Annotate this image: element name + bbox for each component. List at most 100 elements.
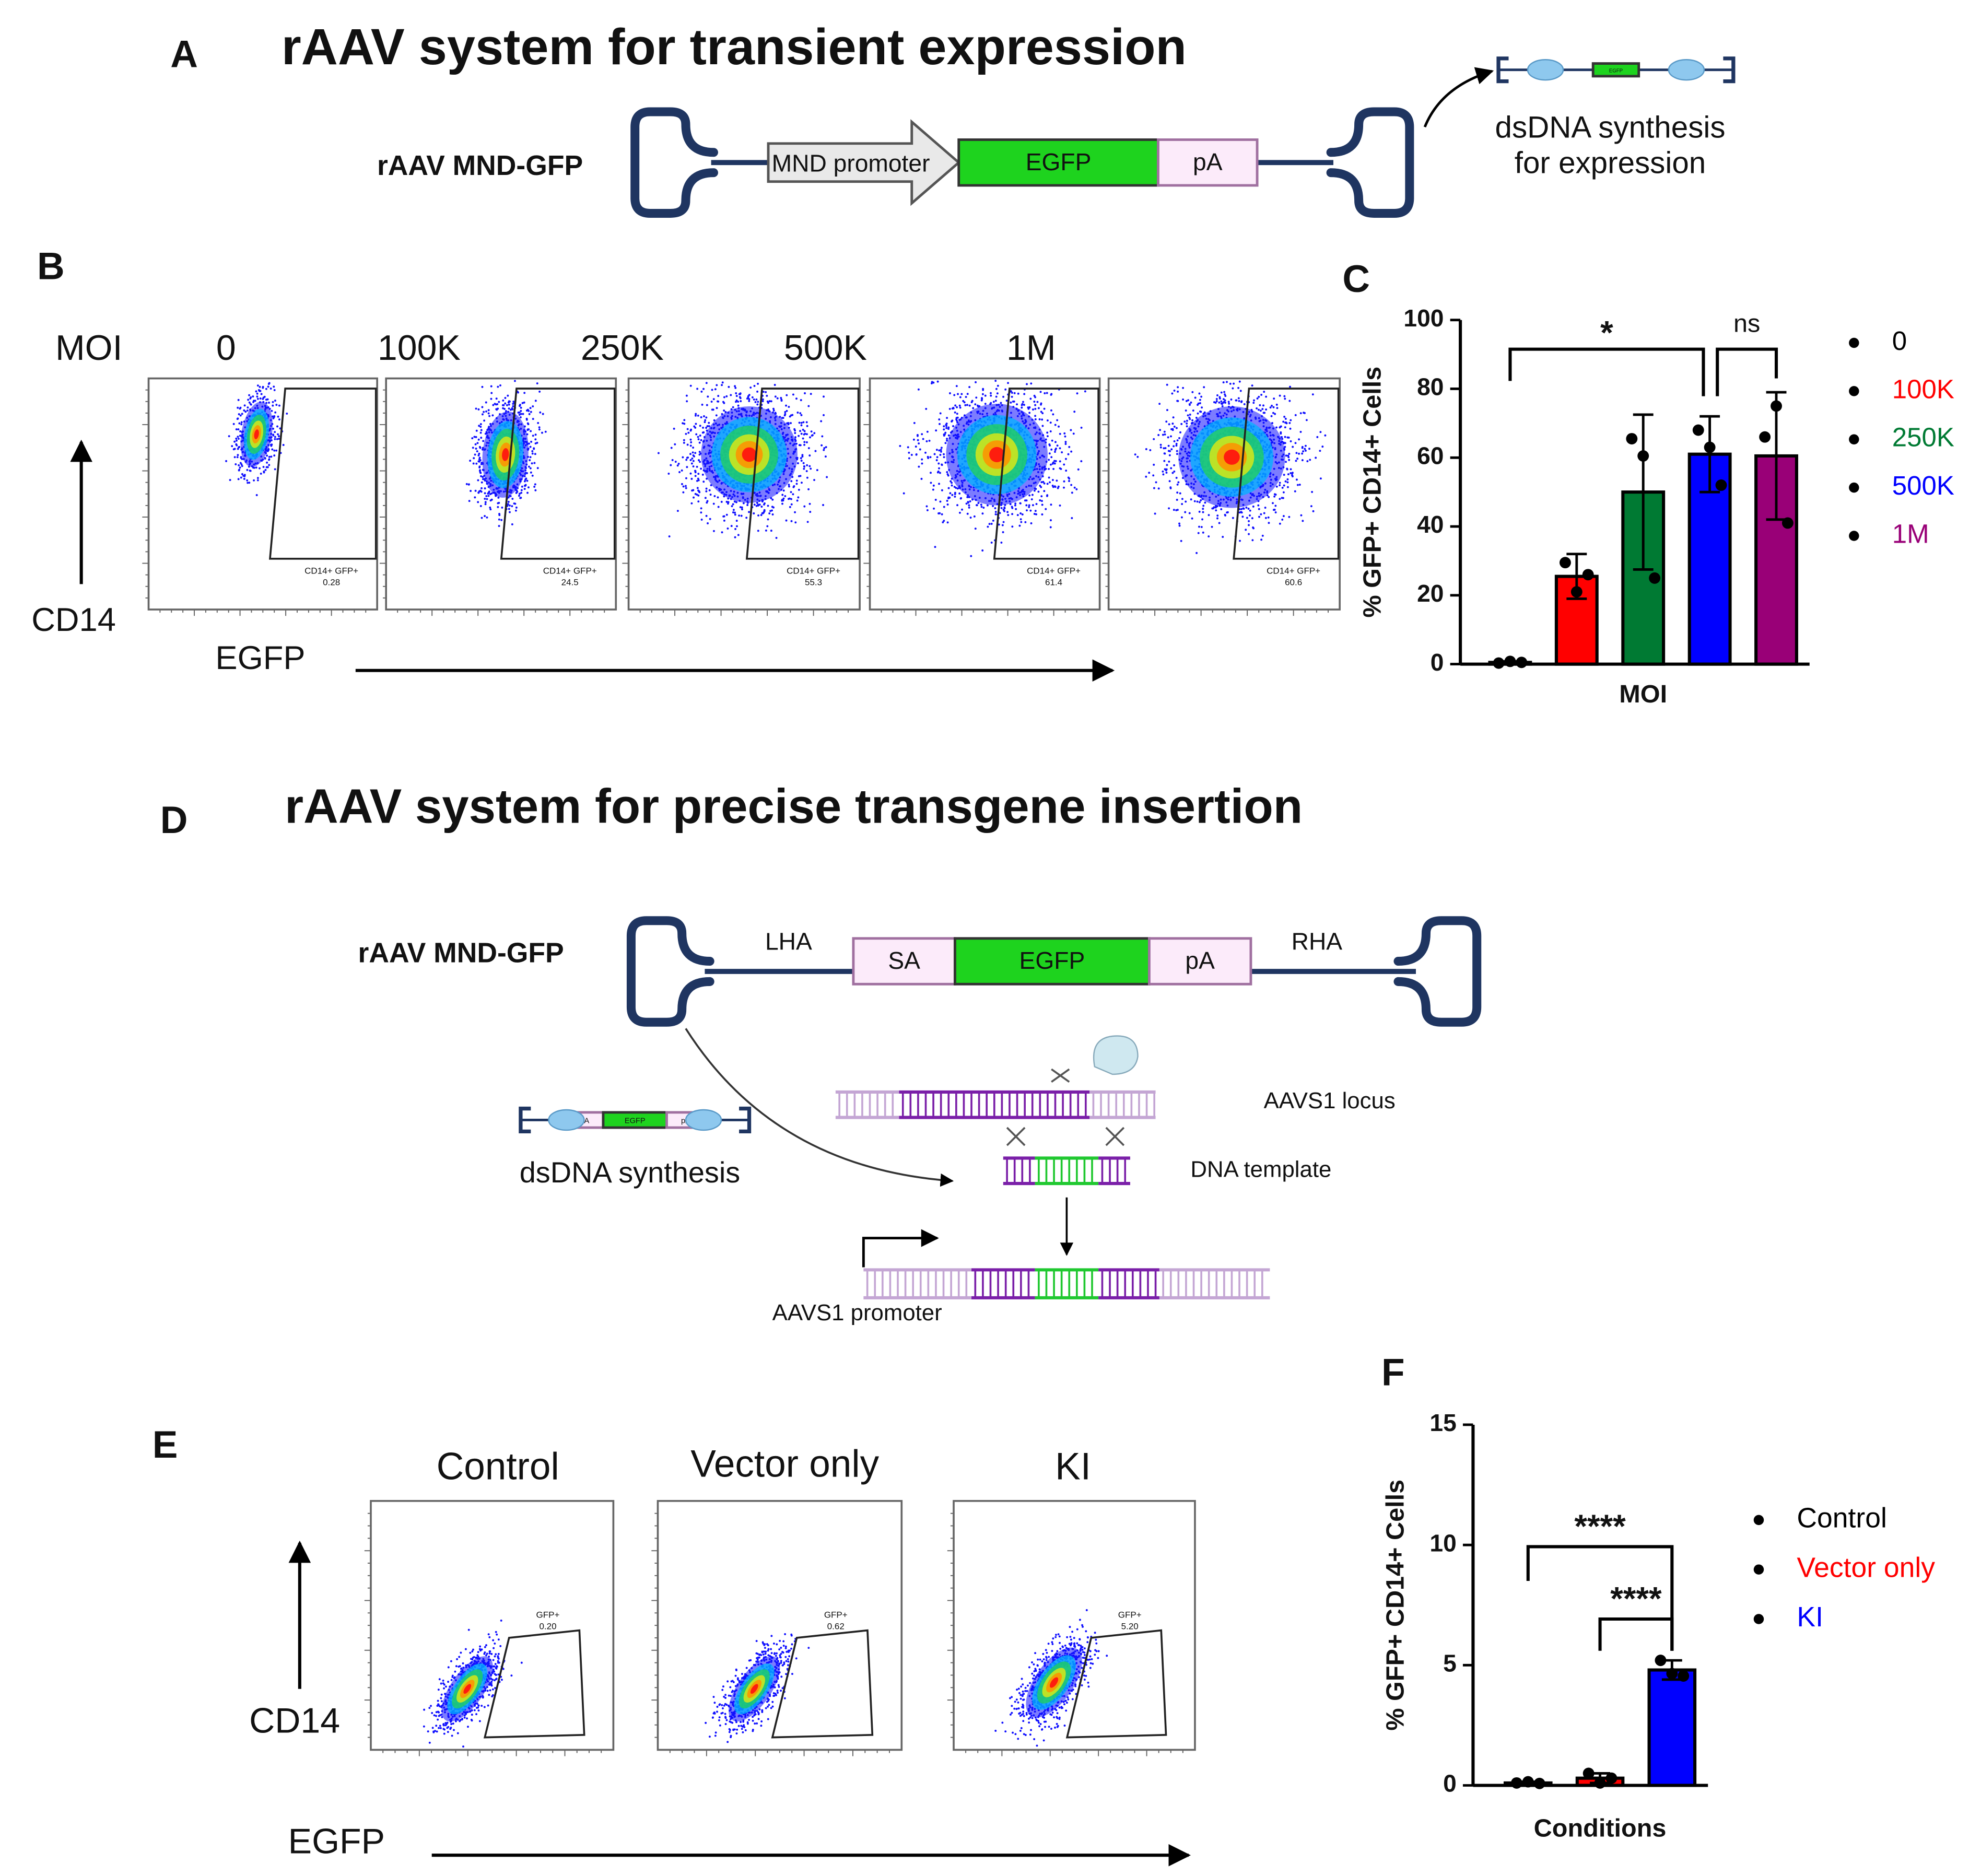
event-dot [490,397,493,400]
event-dot [498,518,500,521]
event-dot [932,484,935,487]
event-dot [980,503,982,506]
event-dot [479,505,482,507]
event-dot [961,508,963,511]
event-dot [538,426,541,429]
event-dot [274,411,277,414]
event-dot [940,449,942,451]
event-dot [240,456,242,458]
event-dot [272,415,274,418]
event-dot [246,468,249,471]
event-dot [1002,509,1005,511]
event-dot [273,449,276,452]
event-dot [705,427,708,429]
event-dot [757,504,759,507]
event-dot [274,431,276,433]
event-dot [739,392,742,395]
event-dot [712,408,714,411]
event-dot [487,493,489,495]
event-dot [686,466,688,468]
event-dot [1039,391,1042,393]
event-dot [683,423,686,425]
event-dot [962,400,965,402]
event-dot [713,495,716,497]
event-dot [944,431,947,434]
event-dot [1159,443,1162,446]
event-dot [699,435,701,437]
event-dot [1043,407,1046,410]
event-dot [467,483,470,486]
event-dot [822,504,824,506]
event-dot [748,398,751,401]
event-dot [707,395,709,398]
event-dot [725,500,728,503]
event-dot [1073,486,1076,489]
event-dot [803,430,806,432]
event-dot [706,404,708,406]
event-dot [782,489,785,492]
event-dot [241,473,243,475]
event-dot [1010,390,1012,393]
event-dot [1218,401,1221,404]
event-dot [771,513,774,515]
event-dot [526,472,528,474]
event-dot [959,396,962,398]
event-dot [737,534,740,536]
event-dot [755,505,758,507]
event-dot [529,407,532,409]
event-dot [755,398,758,401]
event-dot [946,521,949,524]
event-dot [474,489,477,492]
event-dot [1039,485,1041,487]
event-dot [475,429,478,432]
event-dot [913,421,916,424]
event-dot [237,428,240,430]
event-dot [274,400,276,402]
event-dot [698,453,701,456]
event-dot [765,391,767,393]
event-dot [799,412,802,415]
event-dot [1054,451,1056,453]
event-dot [1040,403,1042,406]
event-dot [478,456,481,459]
event-dot [530,411,532,413]
event-dot [500,519,503,521]
event-dot [1063,463,1065,466]
event-dot [795,479,798,482]
event-dot [727,501,730,503]
event-dot [1000,507,1003,509]
event-dot [502,407,505,409]
event-dot [795,397,798,400]
event-dot [902,492,905,495]
event-dot [981,393,984,395]
event-dot [502,399,505,402]
event-dot [532,418,534,420]
event-dot [798,488,800,491]
event-dot [790,503,793,506]
event-dot [799,475,802,477]
event-dot [965,502,968,505]
event-dot [1215,397,1218,400]
event-dot [1028,412,1031,414]
event-dot [479,423,482,426]
event-dot [495,403,497,406]
event-dot [1046,392,1048,394]
event-dot [695,423,697,425]
event-dot [1299,430,1302,433]
gate-value: 24.5 [561,578,579,588]
event-dot [1246,517,1248,519]
event-dot [943,453,945,455]
event-dot [252,466,254,469]
event-dot [1034,510,1037,512]
event-dot [948,392,951,394]
event-dot [762,391,765,393]
event-dot [992,401,995,403]
event-dot [694,493,697,495]
event-dot [541,431,543,434]
event-dot [256,479,259,482]
event-dot [1279,394,1281,397]
event-dot [704,497,707,499]
event-dot [1058,425,1060,428]
event-dot [484,487,486,490]
event-dot [921,433,923,436]
